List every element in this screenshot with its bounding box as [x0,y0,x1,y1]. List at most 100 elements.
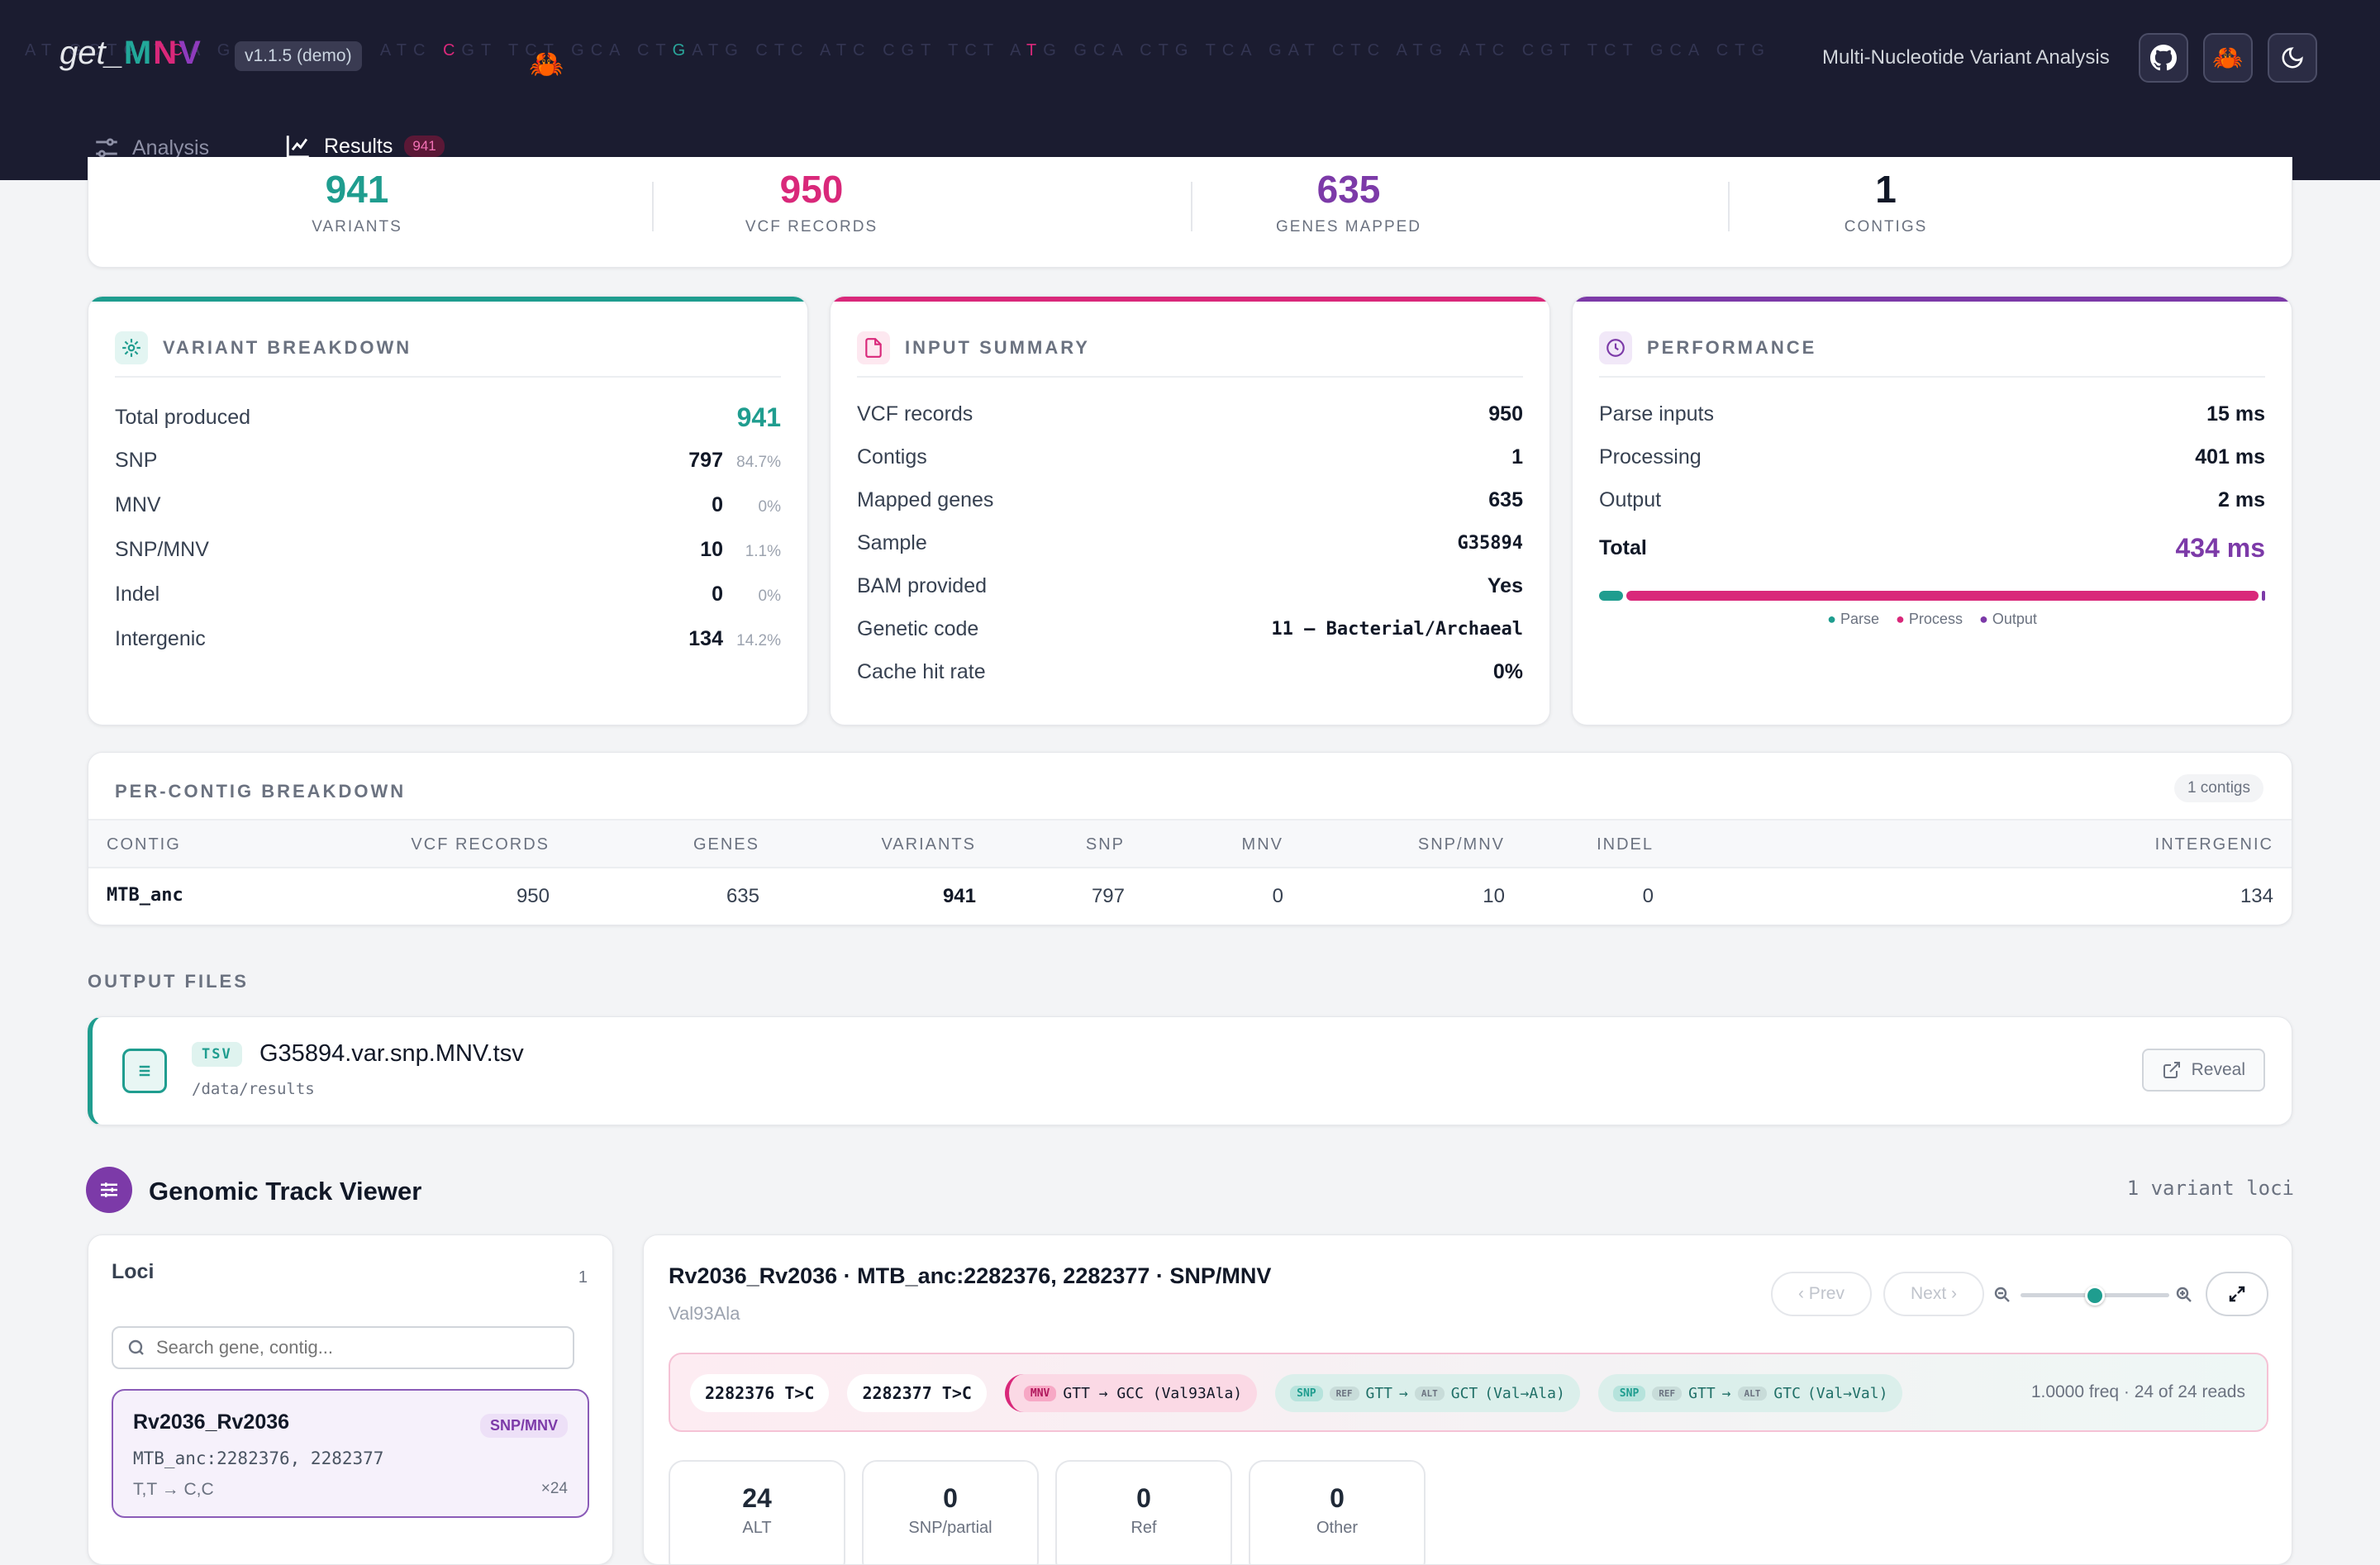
performance-header: PERFORMANCE [1599,331,1816,364]
dna-base: T [1350,41,1368,59]
snp-tag: SNP [1290,1385,1323,1401]
dna-base: G [901,41,921,59]
file-type-badge: TSV [192,1042,242,1067]
dna-base: G [1429,41,1449,59]
row-value: Yes [1487,574,1523,597]
row-value: 2 ms [2218,488,2265,511]
dna-base: T [396,41,413,59]
zoom-slider[interactable] [2021,1286,2169,1306]
loci-search-box[interactable] [112,1326,574,1369]
row-label: Processing [1599,445,1702,469]
dna-base: A [379,41,397,59]
brand-v: V [178,35,202,71]
reveal-button[interactable]: Reveal [2141,1049,2265,1092]
dna-base [1639,41,1650,59]
dna-base [872,41,883,59]
dna-base [431,41,443,59]
dna-base: G [1269,41,1288,59]
stat-contigs: 1 CONTIGS [1617,168,2154,236]
row-value: 0 [712,493,723,516]
brand-m: M [123,35,154,71]
brand-prefix: get_ [60,35,124,71]
table-header: INDEL [1597,835,1654,854]
dna-base [810,41,820,59]
dna-base: C [170,41,189,59]
dna-base [1063,41,1074,59]
row-value-group: 0 0% [712,583,781,606]
dna-base: T [1735,41,1752,59]
row-value-group: 134 14.2% [688,627,781,651]
tab-analysis[interactable]: Analysis [89,116,212,180]
zoom-out-icon[interactable] [1992,1285,2012,1305]
file-name: G35894.var.snp.MNV.tsv [259,1040,524,1067]
breakdown-row: SNP/MNV 10 1.1% [115,538,781,562]
metric-value: 0 [1136,1483,1151,1513]
mnv-codon-chip[interactable]: MNV GTT → GCC (Val93Ala) [1004,1374,1258,1412]
ref-tag: REF [1329,1386,1359,1401]
performance-title: PERFORMANCE [1647,337,1817,358]
locus-detail-subtitle: Val93Ala [669,1303,740,1324]
crab-button[interactable]: 🦀 [2203,33,2253,83]
dna-base: A [819,41,836,59]
ref-codon: GTT [1688,1384,1716,1402]
read-metric-card: 0 Other [1249,1460,1426,1564]
prev-button[interactable]: ‹ Prev [1771,1272,1872,1316]
row-value: 10 [700,538,723,561]
moon-icon [2282,47,2303,69]
row-label: VCF records [857,402,973,426]
document-icon [857,331,890,364]
breakdown-row: SNP 797 84.7% [115,449,781,473]
metric-value: 0 [1330,1483,1345,1513]
locus-gene: Rv2036_Rv2036 [133,1410,290,1434]
snp-codon-chip[interactable]: SNP REF GTT → ALT GCT (Val→Ala) [1275,1374,1580,1412]
ref-codon: GTT [1365,1384,1393,1402]
table-cell: 10 [1483,885,1505,907]
tab-analysis-label: Analysis [132,136,210,159]
legend-parse: ● Parse [1827,611,1880,627]
zoom-slider-thumb[interactable] [2085,1286,2105,1306]
breakdown-row: Indel 0 0% [115,583,781,606]
timing-row: Output 2 ms [1599,488,2265,512]
theme-toggle-button[interactable] [2268,33,2317,83]
locus-item[interactable]: Rv2036_Rv2036 SNP/MNV MTB_anc:2282376, 2… [112,1389,589,1518]
loci-search-input[interactable] [156,1337,553,1358]
contig-count-pill: 1 contigs [2173,774,2263,802]
table-cell: 797 [1091,885,1125,907]
metric-label: Ref [1130,1519,1157,1537]
dna-base: C [88,41,107,59]
external-link-icon [2163,1062,2180,1078]
github-button[interactable] [2139,33,2188,83]
clock-icon [1599,331,1632,364]
bar-segment-parse [1599,591,1623,601]
amino-acid-change: (Val→Ala) [1484,1384,1565,1402]
mnv-codon-change: GTT → GCC (Val93Ala) [1063,1384,1243,1402]
row-percent: 1.1% [745,543,781,560]
dna-base: T [1475,41,1492,59]
ref-tag: REF [1652,1386,1683,1401]
track-viewer-icon [86,1167,132,1213]
expand-button[interactable] [2206,1272,2268,1316]
dna-base: G [1540,41,1560,59]
dna-base: A [1288,41,1305,59]
performance-bar [1599,591,2265,601]
alt-tag: ALT [1737,1386,1768,1401]
zoom-in-icon[interactable] [2174,1285,2194,1305]
locus-type-badge: SNP/MNV [479,1414,568,1438]
dna-base: C [636,41,656,59]
variant-breakdown-title: VARIANT BREAKDOWN [163,337,412,358]
dna-base: A [609,41,626,59]
stat-variants: 941 VARIANTS [88,168,626,236]
dna-base: C [883,41,902,59]
summary-row: VCF records 950 [857,402,1523,426]
position-chip[interactable]: 2282377 T>C [847,1374,987,1412]
snp-codon-chip[interactable]: SNP REF GTT → ALT GTC (Val→Val) [1597,1374,1903,1412]
variant-breakdown-header: VARIANT BREAKDOWN [115,331,412,364]
dna-base: A [1396,41,1413,59]
next-button[interactable]: Next › [1883,1272,1984,1316]
position-chip[interactable]: 2282376 T>C [690,1374,830,1412]
file-path: /data/results [192,1080,315,1098]
input-summary-card: INPUT SUMMARY VCF records 950 Contigs 1 Mapp… [830,296,1550,725]
read-metric-card: 0 SNP/partial [862,1460,1039,1564]
dna-base: T [921,41,937,59]
